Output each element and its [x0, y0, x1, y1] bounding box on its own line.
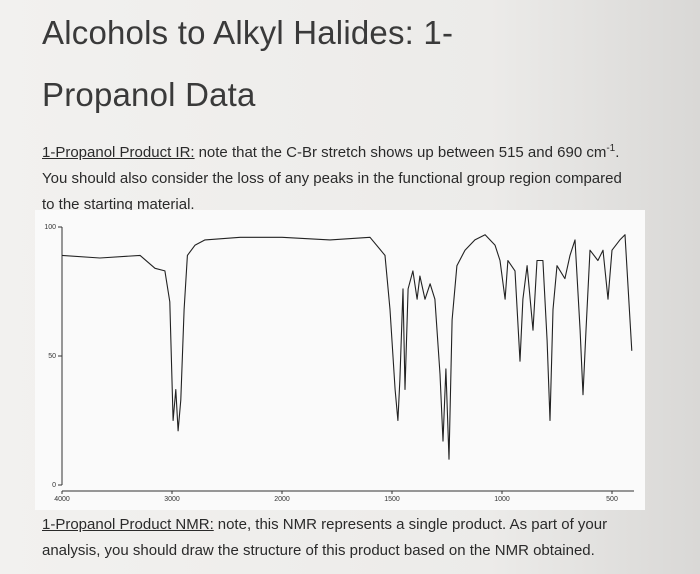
- title-line: Alcohols to Alkyl Halides: 1-: [42, 14, 454, 51]
- ir-superscript: -1: [606, 143, 616, 154]
- nmr-text: note, this NMR represents a single produ…: [42, 516, 608, 559]
- x-tick-label: 4000: [54, 496, 70, 503]
- x-tick-label: 1500: [384, 496, 400, 503]
- y-tick-label: 50: [48, 353, 56, 360]
- x-tick-label: 2000: [274, 496, 290, 503]
- y-tick-label: 100: [44, 224, 56, 231]
- ir-text: note that the C-Br stretch shows up betw…: [198, 144, 607, 161]
- nmr-label: 1-Propanol Product NMR:: [42, 516, 214, 533]
- x-tick-label: 500: [606, 496, 618, 503]
- title-line: Propanol Data: [42, 76, 256, 113]
- ir-paragraph: 1-Propanol Product IR: note that the C-Br…: [42, 136, 632, 218]
- x-tick-label: 1000: [494, 496, 510, 503]
- y-tick-label: 0: [52, 482, 56, 489]
- spectrum-line: [61, 234, 633, 460]
- ir-spectrum: 0 50 100 4000 3000 2000 1500 1000 500: [35, 210, 645, 510]
- ir-text: . You should also consider the loss of a…: [42, 144, 622, 213]
- plot-background: [35, 210, 645, 510]
- x-tick-label: 3000: [164, 496, 180, 503]
- ir-label: 1-Propanol Product IR:: [42, 144, 195, 161]
- nmr-paragraph: 1-Propanol Product NMR: note, this NMR re…: [42, 512, 632, 564]
